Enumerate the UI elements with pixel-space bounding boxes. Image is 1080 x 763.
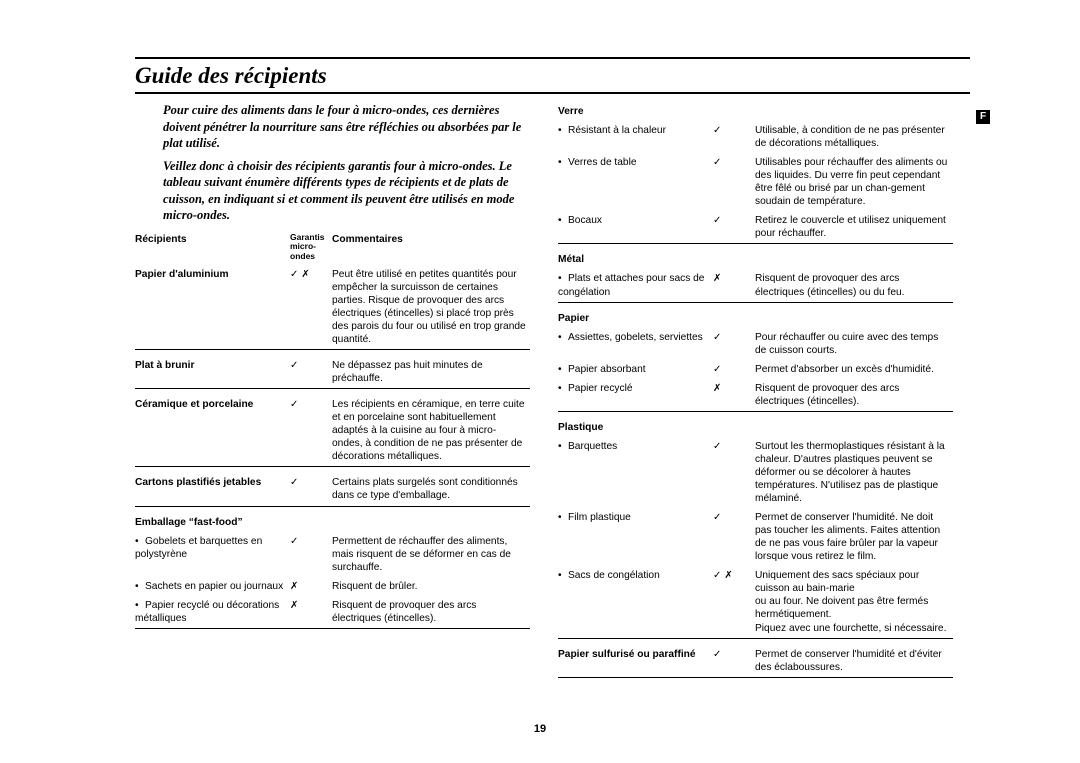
cookware-row: •Plats et attaches pour sacs de congélat… [558,269,953,302]
cookware-label: Plat à brunir [135,356,290,389]
category-label: Emballage “fast-food” [135,513,290,532]
col-header-comments: Commentaires [332,230,530,265]
cookware-label: •Assiettes, gobelets, serviettes [558,328,713,360]
cookware-comment: Les récipients en céramique, en terre cu… [332,395,530,467]
cookware-row: •Papier absorbant✓Permet d'absorber un e… [558,360,953,379]
microwave-safe-mark: ✓ [713,121,755,153]
cookware-row: •Papier recyclé ou décorations métalliqu… [135,596,530,629]
cookware-comment: Permet de conserver l'humidité et d'évit… [755,645,953,678]
microwave-safe-mark: ✓ ✗ [290,265,332,350]
cookware-comment: Permet de conserver l'humidité. Ne doit … [755,508,953,566]
cookware-row: •Barquettes✓Surtout les thermoplastiques… [558,437,953,508]
category-row: Emballage “fast-food” [135,513,530,532]
category-label: Métal [558,250,713,269]
category-label: Verre [558,102,713,121]
cookware-row: •Résistant à la chaleur✓Utilisable, à co… [558,121,953,153]
microwave-safe-mark: ✗ [713,379,755,412]
intro-paragraph-2: Veillez donc à choisir des récipients ga… [135,158,530,224]
cookware-row: Cartons plastifiés jetables✓Certains pla… [135,473,530,506]
cookware-comment: Surtout les thermoplastiques résistant à… [755,437,953,508]
cookware-label: •Verres de table [558,153,713,211]
cookware-label: •Bocaux [558,211,713,244]
cookware-label: Céramique et porcelaine [135,395,290,467]
cookware-comment: Certains plats surgelés sont conditionné… [332,473,530,506]
cookware-row: Papier sulfurisé ou paraffiné✓Permet de … [558,645,953,678]
microwave-safe-mark: ✗ [713,269,755,302]
category-label: Papier [558,309,713,328]
cookware-label: •Sachets en papier ou journaux [135,577,290,596]
cookware-label: •Résistant à la chaleur [558,121,713,153]
microwave-safe-mark: ✓ [290,356,332,389]
cookware-label: •Plats et attaches pour sacs de congélat… [558,269,713,302]
cookware-comment: Risquent de provoquer des arcs électriqu… [755,269,953,302]
page-title: Guide des récipients [135,59,970,92]
language-tab: F [976,110,990,124]
cookware-row: Céramique et porcelaine✓Les récipients e… [135,395,530,467]
microwave-safe-mark: ✓ [290,532,332,577]
cookware-row: •Assiettes, gobelets, serviettes✓Pour ré… [558,328,953,360]
right-column: Verre•Résistant à la chaleur✓Utilisable,… [558,102,953,684]
title-rule [135,92,970,94]
cookware-label: Cartons plastifiés jetables [135,473,290,506]
content-columns: Pour cuire des aliments dans le four à m… [135,102,970,684]
cookware-comment: Utilisable, à condition de ne pas présen… [755,121,953,153]
cookware-row: •Sacs de congélation✓ ✗Uniquement des sa… [558,566,953,638]
microwave-safe-mark: ✓ [713,153,755,211]
cookware-comment: Retirez le couvercle et utilisez uniquem… [755,211,953,244]
microwave-safe-mark: ✓ [713,211,755,244]
cookware-comment: Risquent de brûler. [332,577,530,596]
cookware-label: •Film plastique [558,508,713,566]
cookware-row: Plat à brunir✓Ne dépassez pas huit minut… [135,356,530,389]
separator-row [558,677,953,684]
cookware-label: Papier sulfurisé ou paraffiné [558,645,713,678]
col-header-item: Récipients [135,230,290,265]
cookware-comment: Risquent de provoquer des arcs électriqu… [332,596,530,629]
microwave-safe-mark: ✗ [290,596,332,629]
cookware-label: Papier d'aluminium [135,265,290,350]
cookware-row: •Film plastique✓Permet de conserver l'hu… [558,508,953,566]
cookware-row: •Verres de table✓Utilisables pour réchau… [558,153,953,211]
cookware-label: •Gobelets et barquettes en polystyrène [135,532,290,577]
cookware-row: •Bocaux✓Retirez le couvercle et utilisez… [558,211,953,244]
cookware-row: •Sachets en papier ou journaux✗Risquent … [135,577,530,596]
cookware-row: •Papier recyclé✗Risquent de provoquer de… [558,379,953,412]
microwave-safe-mark: ✓ [290,395,332,467]
left-column: Pour cuire des aliments dans le four à m… [135,102,530,684]
category-row: Métal [558,250,953,269]
cookware-comment: Permet d'absorber un excès d'humidité. [755,360,953,379]
cookware-label: •Barquettes [558,437,713,508]
cookware-label: •Papier recyclé ou décorations métalliqu… [135,596,290,629]
cookware-comment: Utilisables pour réchauffer des aliments… [755,153,953,211]
cookware-comment: Peut être utilisé en petites quantités p… [332,265,530,350]
microwave-safe-mark: ✓ ✗ [713,566,755,638]
manual-page: Guide des récipients F Pour cuire des al… [0,0,1080,763]
microwave-safe-mark: ✓ [713,645,755,678]
category-row: Papier [558,309,953,328]
cookware-table-left: Récipients Garantis micro-ondes Commenta… [135,230,530,635]
cookware-comment: Uniquement des sacs spéciaux pour cuisso… [755,566,953,638]
cookware-label: •Papier recyclé [558,379,713,412]
cookware-row: •Gobelets et barquettes en polystyrène✓P… [135,532,530,577]
microwave-safe-mark: ✓ [713,360,755,379]
cookware-comment: Permettent de réchauffer des aliments, m… [332,532,530,577]
microwave-safe-mark: ✗ [290,577,332,596]
category-label: Plastique [558,418,713,437]
cookware-label: •Sacs de congélation [558,566,713,638]
page-number: 19 [0,723,1080,735]
microwave-safe-mark: ✓ [713,508,755,566]
cookware-table-right: Verre•Résistant à la chaleur✓Utilisable,… [558,102,953,684]
microwave-safe-mark: ✓ [290,473,332,506]
cookware-row: Papier d'aluminium✓ ✗Peut être utilisé e… [135,265,530,350]
category-row: Verre [558,102,953,121]
separator-row [135,628,530,635]
intro-paragraph-1: Pour cuire des aliments dans le four à m… [135,102,530,152]
category-row: Plastique [558,418,953,437]
microwave-safe-mark: ✓ [713,328,755,360]
cookware-comment: Ne dépassez pas huit minutes de préchauf… [332,356,530,389]
microwave-safe-mark: ✓ [713,437,755,508]
cookware-label: •Papier absorbant [558,360,713,379]
cookware-comment: Pour réchauffer ou cuire avec des temps … [755,328,953,360]
cookware-comment: Risquent de provoquer des arcs électriqu… [755,379,953,412]
col-header-safe: Garantis micro-ondes [290,230,332,265]
